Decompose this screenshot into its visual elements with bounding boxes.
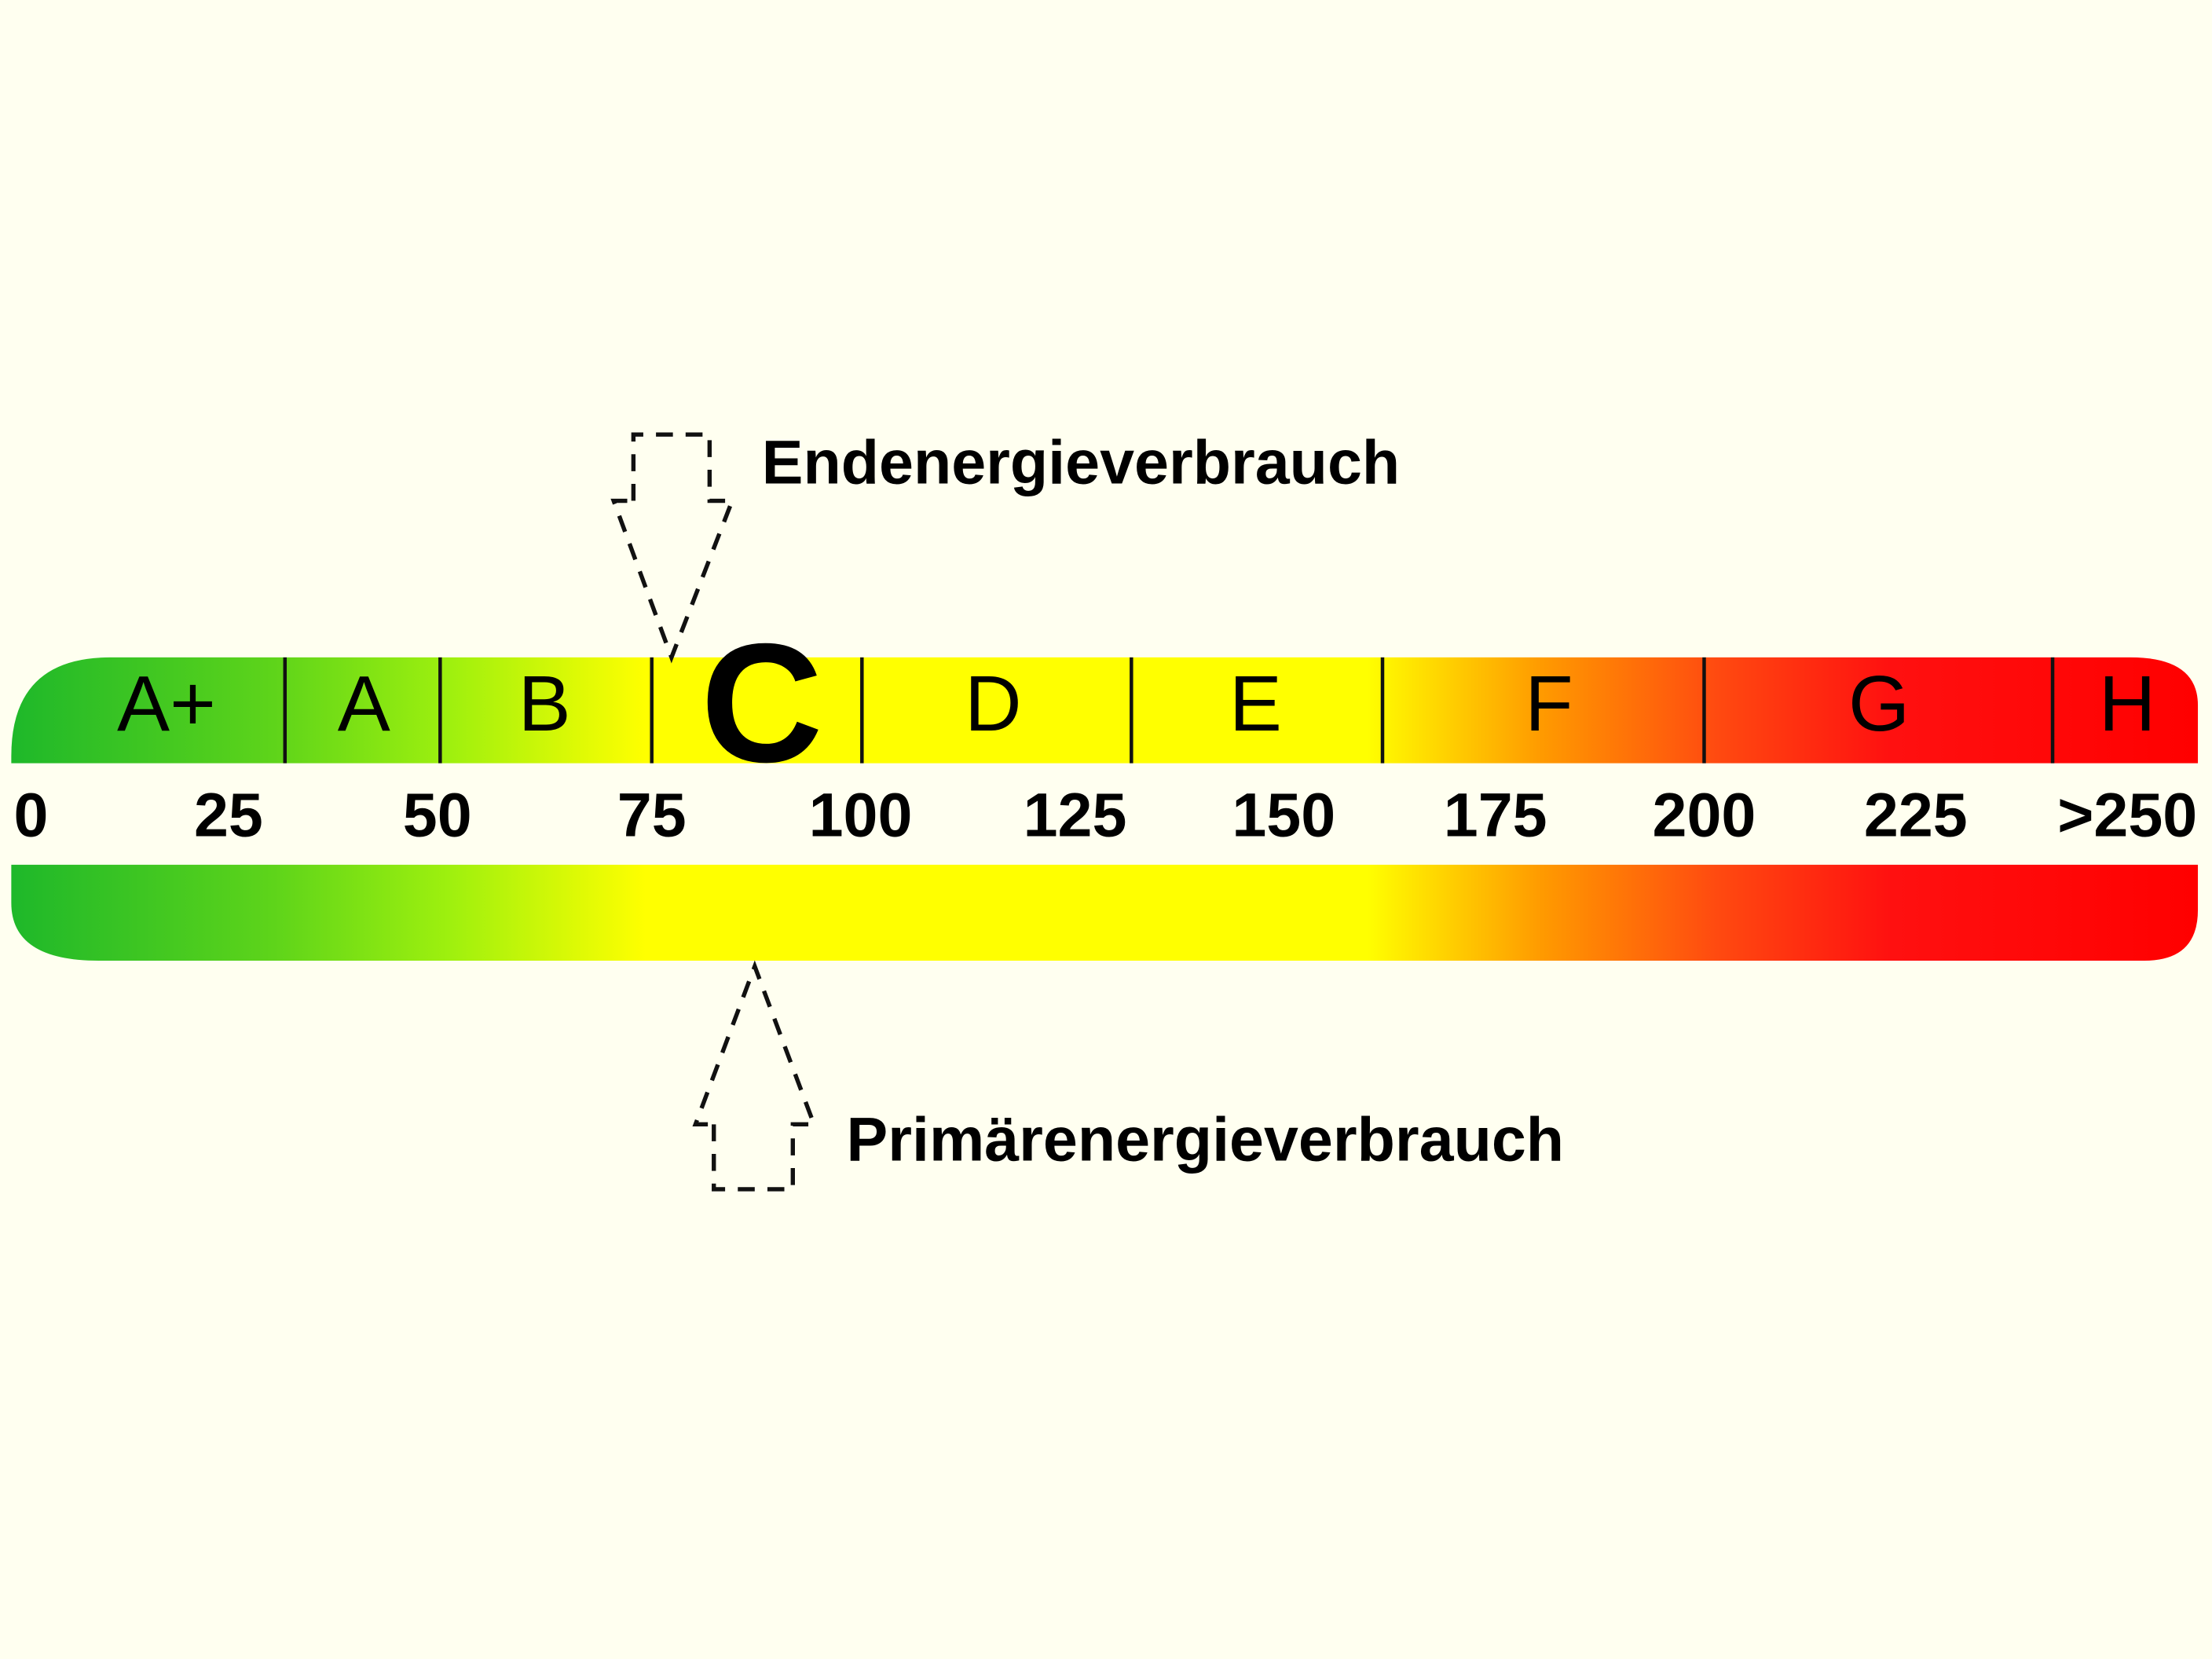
class-label: B: [518, 660, 571, 748]
class-label: H: [2099, 660, 2156, 748]
class-label: A+: [117, 660, 216, 748]
class-label: A: [338, 660, 390, 748]
tick-label: 100: [809, 779, 913, 849]
class-label: G: [1848, 660, 1910, 748]
ticks: 0 25 50 75 100 125 150 175 200 225 >250: [14, 779, 2198, 849]
tick-label: 125: [1024, 779, 1127, 849]
tick-label: 150: [1232, 779, 1335, 849]
active-class-label: C: [701, 608, 823, 797]
top-label: Endenergieverbrauch: [762, 427, 1400, 496]
tick-label: >250: [2057, 779, 2197, 849]
class-label: F: [1525, 660, 1573, 748]
gradient-bar: [11, 864, 2199, 961]
bottom-label: Primärenergieverbrauch: [847, 1104, 1565, 1174]
class-bar: [11, 657, 2199, 764]
bottom-marker: [692, 960, 818, 1192]
tick-label: 225: [1864, 779, 1968, 849]
classes: A+ A B C D E F G H: [117, 608, 2156, 797]
tick-label: 175: [1444, 779, 1547, 849]
class-label: E: [1229, 660, 1282, 748]
tick-label: 200: [1653, 779, 1756, 849]
class-label: D: [965, 660, 1022, 748]
tick-label: 50: [403, 779, 472, 849]
top-marker: [610, 432, 736, 664]
tick-label: 25: [194, 779, 263, 849]
tick-label: 0: [14, 779, 49, 849]
tick-label: 75: [617, 779, 687, 849]
